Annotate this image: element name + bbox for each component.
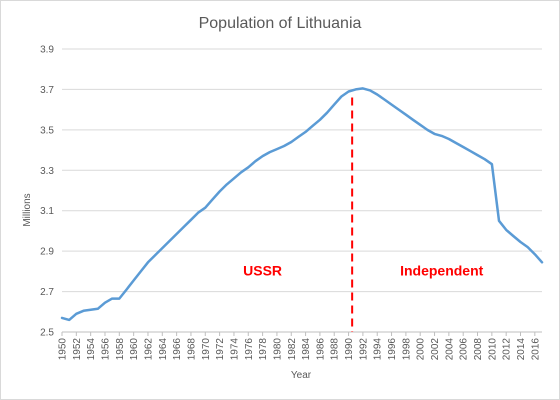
y-tick-label: 2.9 xyxy=(40,247,54,258)
gridlines xyxy=(62,48,542,333)
x-tick-label: 2006 xyxy=(459,338,470,361)
x-tick-label: 1984 xyxy=(301,338,312,361)
x-tick-label: 1988 xyxy=(330,338,341,361)
x-tick-label: 1990 xyxy=(344,338,355,361)
x-tick-label: 1996 xyxy=(387,338,398,361)
x-tick-label: 2014 xyxy=(516,338,527,361)
x-tick-label: 1956 xyxy=(100,338,111,361)
x-tick-label: 1972 xyxy=(215,338,226,361)
x-tick-label: 2008 xyxy=(473,338,484,361)
x-axis-label: Year xyxy=(291,370,312,381)
x-tick-label: 1994 xyxy=(373,338,384,361)
x-tick-label: 1998 xyxy=(401,338,412,361)
x-tick-label: 1976 xyxy=(244,338,255,361)
x-tick-label: 1974 xyxy=(229,338,240,361)
x-tick-label: 1968 xyxy=(186,338,197,361)
x-tick-label: 1970 xyxy=(201,338,212,361)
x-tick-label: 1980 xyxy=(272,338,283,361)
x-tick-label: 2000 xyxy=(416,338,427,361)
x-tick-labels: 1950 1952 1954 1956 1958 1960 1962 1964 1966 1968… xyxy=(58,332,541,361)
x-tick-label: 2004 xyxy=(444,338,455,361)
series-line-population xyxy=(60,87,544,322)
x-tick-label: 1982 xyxy=(287,338,298,361)
x-tick-label: 1962 xyxy=(143,338,154,361)
annotation-ussr: USSR xyxy=(243,262,282,278)
y-tick-labels: 2.5 2.7 2.9 3.1 3.3 3.5 3.7 3.9 xyxy=(40,45,54,339)
x-tick-label: 1960 xyxy=(129,338,140,361)
x-tick-label: 2012 xyxy=(502,338,513,361)
y-axis-label: Millions xyxy=(22,193,33,226)
annotation-independent: Independent xyxy=(400,262,484,278)
x-tick-label: 2016 xyxy=(530,338,541,361)
chart-title: Population of Lithuania xyxy=(199,15,362,32)
x-tick-label: 1950 xyxy=(58,338,69,361)
y-tick-label: 3.5 xyxy=(40,125,54,136)
y-tick-label: 2.7 xyxy=(40,287,54,298)
annotations: USSR Independent xyxy=(243,262,483,278)
x-tick-label: 1978 xyxy=(258,338,269,361)
x-tick-label: 1952 xyxy=(72,338,83,361)
x-tick-label: 1958 xyxy=(115,338,126,361)
y-tick-label: 3.9 xyxy=(40,45,54,56)
x-tick-label: 1954 xyxy=(86,338,97,361)
x-tick-label: 2010 xyxy=(487,338,498,361)
x-tick-label: 1966 xyxy=(172,338,183,361)
y-tick-label: 3.3 xyxy=(40,166,54,177)
x-tick-label: 1992 xyxy=(358,338,369,361)
y-tick-label: 2.5 xyxy=(40,328,54,339)
x-tick-label: 1964 xyxy=(158,338,169,361)
y-tick-label: 3.7 xyxy=(40,85,54,96)
x-tick-label: 2002 xyxy=(430,338,441,361)
y-tick-label: 3.1 xyxy=(40,206,54,217)
x-tick-label: 1986 xyxy=(315,338,326,361)
